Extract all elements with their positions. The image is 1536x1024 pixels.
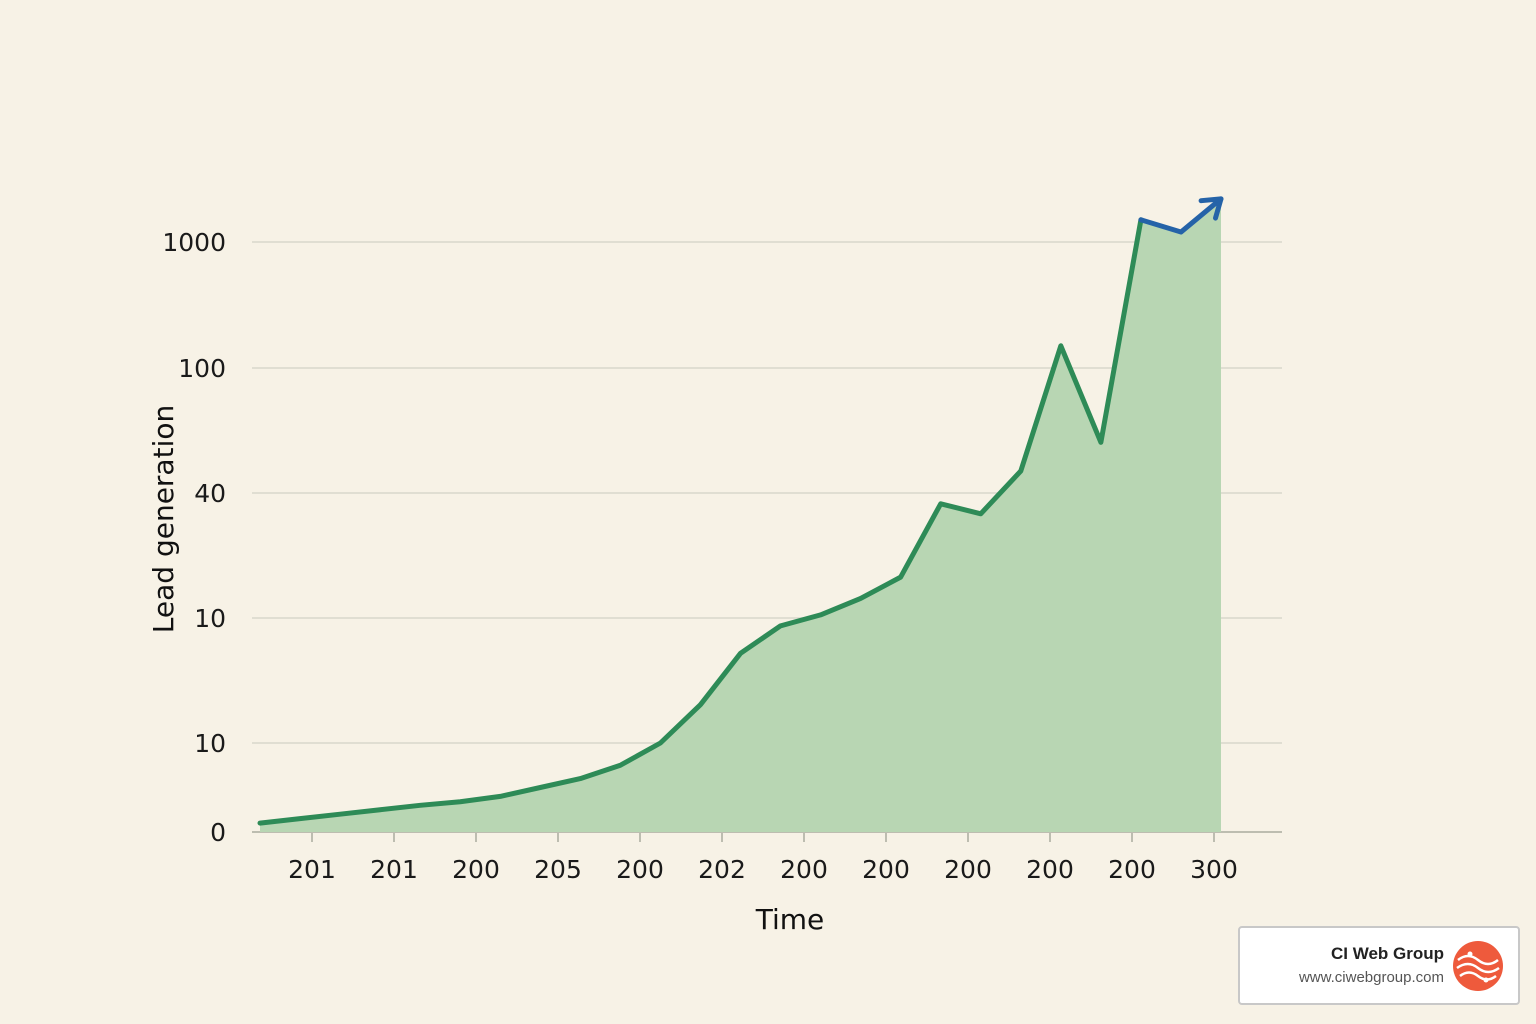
x-axis-title: Time bbox=[755, 903, 825, 936]
x-tick-label: 200 bbox=[1108, 855, 1156, 884]
brand-url: www.ciwebgroup.com bbox=[1298, 969, 1444, 986]
x-tick-label: 300 bbox=[1190, 855, 1238, 884]
brand-name: CI Web Group bbox=[1330, 944, 1444, 963]
area-fill bbox=[260, 198, 1221, 832]
x-axis-ticks: 201 201 200 205 200 202 200 200 200 200 200 300 bbox=[288, 832, 1238, 884]
x-tick-label: 200 bbox=[452, 855, 500, 884]
x-tick-label: 200 bbox=[862, 855, 910, 884]
y-tick-label: 1000 bbox=[162, 228, 226, 257]
x-tick-label: 200 bbox=[780, 855, 828, 884]
x-tick-label: 205 bbox=[534, 855, 582, 884]
y-tick-label: 10 bbox=[194, 729, 226, 758]
y-tick-label: 10 bbox=[194, 604, 226, 633]
series-line bbox=[257, 217, 1144, 826]
x-tick-label: 200 bbox=[616, 855, 664, 884]
y-axis-title: Lead generation bbox=[147, 405, 180, 633]
y-tick-label: 40 bbox=[194, 479, 226, 508]
series-line-tip bbox=[1138, 196, 1224, 235]
y-tick-label: 0 bbox=[210, 818, 226, 847]
x-tick-label: 202 bbox=[698, 855, 746, 884]
arrow-head-icon bbox=[1198, 196, 1224, 221]
y-axis-ticks: 0 10 10 40 100 1000 bbox=[162, 228, 226, 847]
x-tick-label: 200 bbox=[1026, 855, 1074, 884]
x-tick-label: 200 bbox=[944, 855, 992, 884]
y-tick-label: 100 bbox=[178, 354, 226, 383]
brand-logo-icon bbox=[1453, 941, 1503, 991]
x-tick-label: 201 bbox=[370, 855, 418, 884]
x-tick-label: 201 bbox=[288, 855, 336, 884]
brand-badge: CI Web Group www.ciwebgroup.com bbox=[1238, 926, 1520, 1005]
